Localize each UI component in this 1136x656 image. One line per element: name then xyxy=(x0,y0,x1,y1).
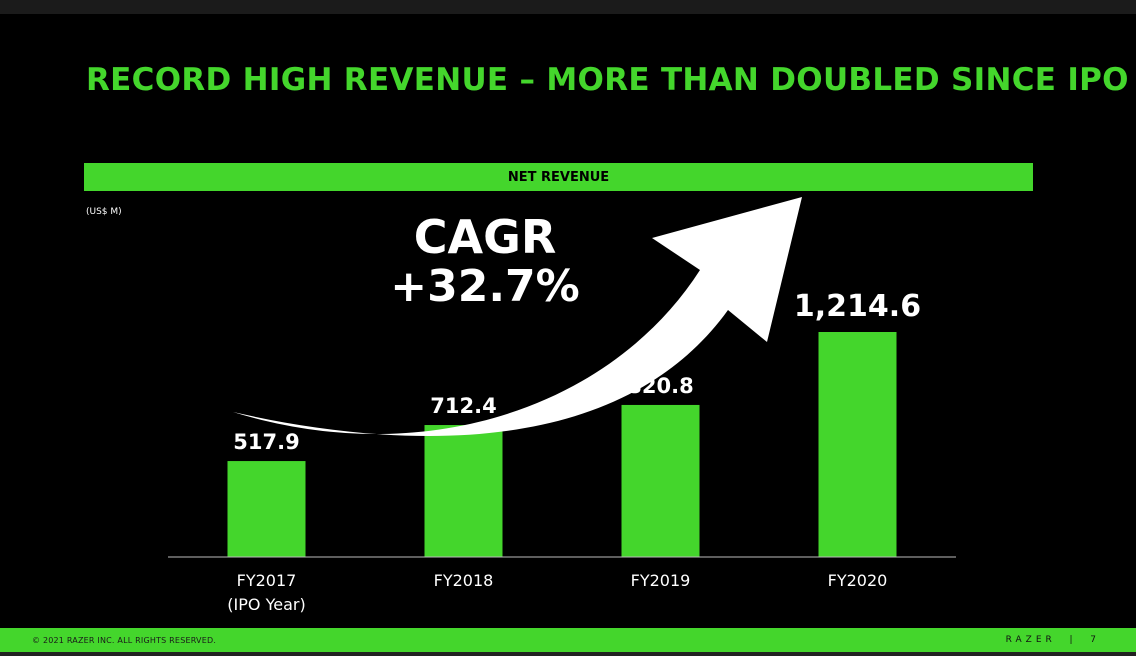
chart-header-label: NET REVENUE xyxy=(507,169,610,185)
unit-label: (US$ M) xyxy=(86,207,122,217)
chart-header: NET REVENUE xyxy=(84,163,1033,191)
bottom-strip xyxy=(0,652,1136,656)
bar-fy2018 xyxy=(424,425,503,557)
top-bar xyxy=(0,0,1136,14)
bar-fy2017 xyxy=(227,461,306,557)
footer-brand: RAZER | 7 xyxy=(1005,635,1100,645)
data-label-fy2017: 517.9 xyxy=(233,430,299,454)
tick-label-fy2020: FY2020 xyxy=(828,571,888,590)
copyright-text: © 2021 RAZER INC. ALL RIGHTS RESERVED. xyxy=(32,635,217,645)
bar-fy2019 xyxy=(621,404,700,557)
tick-label-fy2019: FY2019 xyxy=(631,571,691,590)
growth-arrow-icon xyxy=(233,197,802,437)
cagr-value: +32.7% xyxy=(390,260,580,312)
tick-sublabel-fy2017: (IPO Year) xyxy=(227,595,305,614)
brand-logo-text: RAZER xyxy=(1005,635,1056,645)
tick-label-fy2018: FY2018 xyxy=(434,571,494,590)
bar-fy2020 xyxy=(818,332,897,557)
slide-title: RECORD HIGH REVENUE – MORE THAN DOUBLED … xyxy=(86,62,1129,98)
data-label-fy2018: 712.4 xyxy=(430,394,496,418)
tick-label-fy2017: FY2017 xyxy=(237,571,297,590)
cagr-callout: CAGR +32.7% xyxy=(385,212,585,311)
footer: © 2021 RAZER INC. ALL RIGHTS RESERVED. R… xyxy=(0,628,1136,652)
cagr-label: CAGR xyxy=(413,210,557,264)
data-label-fy2020: 1,214.6 xyxy=(794,289,921,324)
page-number: 7 xyxy=(1090,635,1100,645)
